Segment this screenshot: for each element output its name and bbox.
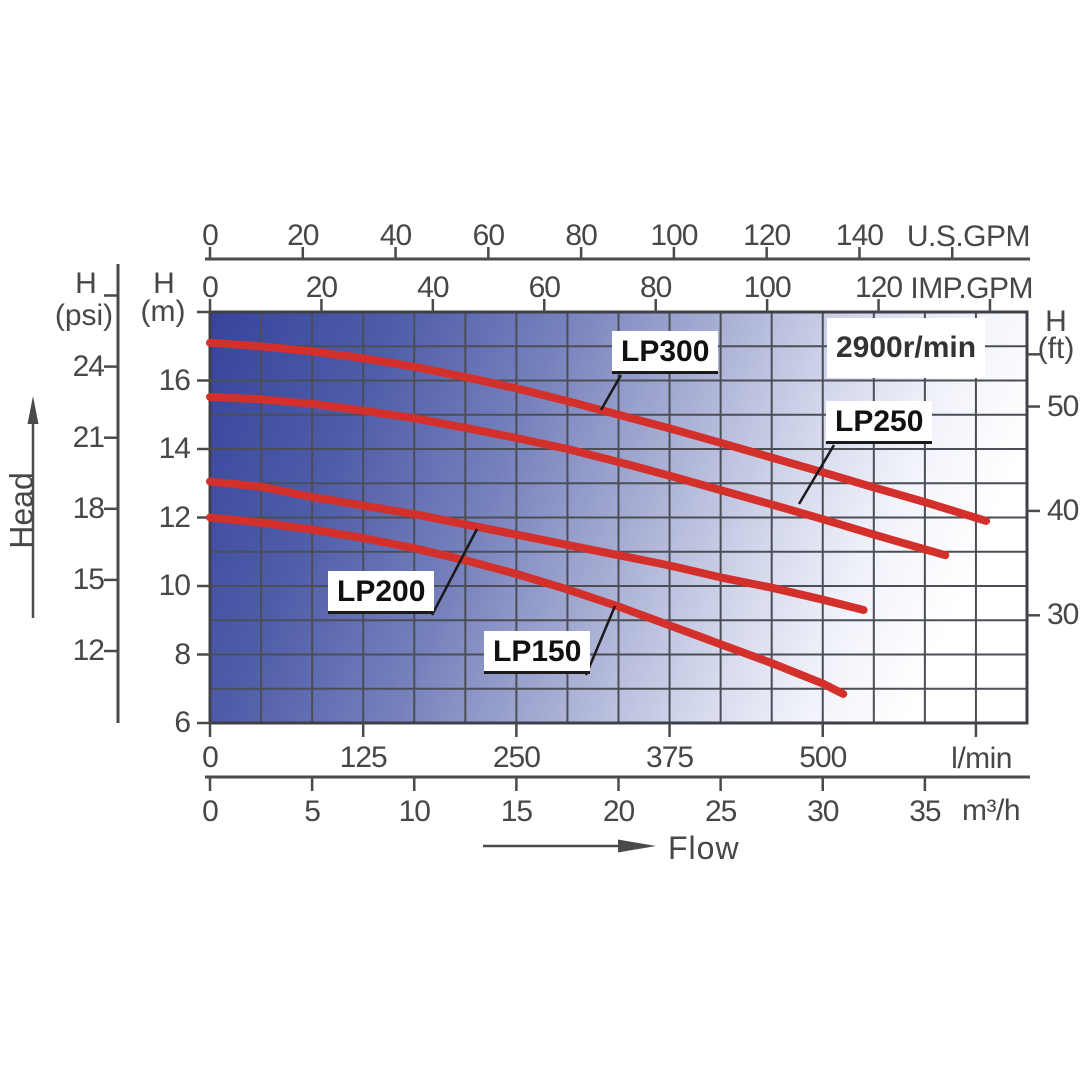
- y-tick-label: 10: [158, 569, 191, 602]
- pump-curve-lp150: [206, 513, 848, 698]
- curve-label-lp200: LP200: [328, 571, 435, 614]
- x-tick-label: 20: [287, 219, 319, 252]
- x-tick-label: 0: [202, 271, 219, 304]
- y-tick-label: 15: [72, 562, 105, 596]
- psi-axis-unit: (psi): [54, 299, 114, 332]
- m-axis-unit: (m): [140, 295, 186, 328]
- x-tick-label: 80: [640, 271, 672, 304]
- x-tick-label: 20: [602, 795, 635, 828]
- x-tick-label: 40: [417, 271, 449, 304]
- x-tick-label: 10: [398, 795, 431, 828]
- x-tick-label: 35: [909, 795, 941, 828]
- ft-axis-unit: (ft): [1037, 332, 1075, 365]
- x-tick-label: 30: [807, 795, 839, 828]
- x-tick-label: 375: [646, 741, 694, 774]
- curve-label-lp150: LP150: [484, 631, 591, 674]
- curve-label-leader: [430, 528, 479, 616]
- x-tick-label: 0: [202, 219, 219, 252]
- x-tick-label: 125: [339, 741, 388, 774]
- x-tick-label: 500: [799, 741, 847, 774]
- x-tick-label: 100: [743, 271, 792, 304]
- curve-label-lp250: LP250: [826, 401, 933, 444]
- y-tick-label: 16: [158, 363, 191, 397]
- head-axis-label: Head: [3, 472, 40, 549]
- curve-label-leader: [584, 605, 617, 676]
- imp-gpm-unit-label: IMP.GPM: [910, 272, 1033, 305]
- x-tick-label: 250: [492, 741, 541, 774]
- pump-curve-lp200: [206, 477, 868, 614]
- x-tick-label: 0: [202, 741, 219, 774]
- y-tick-label: 40: [1047, 493, 1079, 527]
- flow-axis-label: Flow: [668, 830, 740, 866]
- x-tick-label: 60: [528, 271, 561, 304]
- y-tick-label: 8: [174, 637, 191, 671]
- pump-curve-lp250: [206, 392, 950, 560]
- l-min-unit-label: l/min: [951, 742, 1012, 775]
- m-axis-name: H: [153, 267, 175, 300]
- curve-label-leader: [599, 374, 623, 411]
- x-tick-label: 20: [305, 271, 338, 304]
- us-gpm-unit-label: U.S.GPM: [906, 220, 1031, 253]
- flow-arrow-head: [618, 839, 656, 853]
- x-tick-label: 0: [202, 795, 219, 828]
- x-tick-label: 140: [835, 219, 884, 252]
- rpm-note: 2900r/min: [827, 318, 985, 378]
- x-tick-label: 5: [304, 795, 321, 828]
- x-tick-label: 15: [500, 795, 533, 828]
- y-tick-label: 6: [174, 706, 191, 739]
- y-tick-label: 30: [1047, 598, 1079, 632]
- y-tick-label: 12: [158, 500, 191, 534]
- y-tick-label: 18: [72, 491, 105, 525]
- ft-axis-name: H: [1045, 305, 1067, 338]
- y-tick-label: 14: [158, 432, 191, 465]
- y-tick-label: 12: [72, 634, 105, 667]
- m3h-unit-label: m³/h: [962, 794, 1021, 827]
- x-tick-label: 80: [565, 219, 597, 252]
- x-tick-label: 100: [650, 219, 698, 252]
- x-tick-label: 60: [472, 219, 505, 252]
- y-tick-label: 24: [72, 349, 105, 383]
- curve-label-lp300: LP300: [612, 331, 719, 374]
- pump-curve-lp300: [206, 338, 991, 525]
- x-tick-label: 25: [704, 795, 737, 828]
- y-tick-label: 21: [72, 420, 105, 454]
- curve-label-leader: [797, 444, 836, 505]
- x-tick-label: 40: [379, 219, 412, 252]
- psi-axis-name: H: [75, 267, 97, 300]
- head-arrow-head: [27, 396, 39, 424]
- x-tick-label: 120: [855, 271, 903, 304]
- x-tick-label: 120: [743, 219, 791, 252]
- y-tick-label: 50: [1047, 389, 1079, 423]
